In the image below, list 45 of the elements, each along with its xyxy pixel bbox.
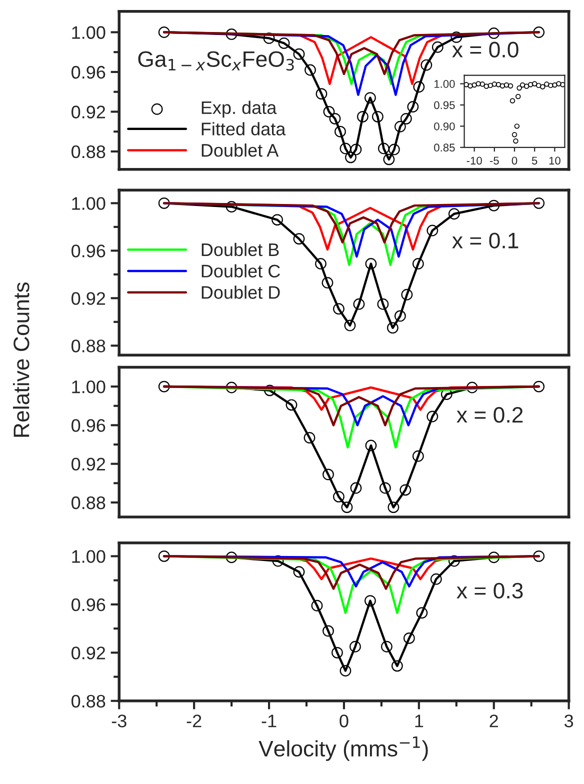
- y-tick-label: 1.00: [72, 550, 106, 563]
- x-tick-label: 0: [512, 156, 518, 165]
- annotation: x = 0.3: [456, 582, 523, 599]
- y-tick-label: 0.88: [72, 145, 106, 158]
- y-tick-label: 0.88: [72, 496, 106, 510]
- y-tick-label: 0.96: [72, 419, 106, 432]
- legend-label: Doublet A: [202, 143, 279, 157]
- annotation: Ga$_{1−x}$Sc$_{x}$FeO$_{3}$: [138, 51, 294, 71]
- x-axis-title: Velocity (mms$^{−1}$): [258, 736, 428, 761]
- y-tick-label: 0.95: [434, 101, 455, 110]
- y-tick-label: 1.00: [72, 197, 106, 210]
- annotation: x = 0.0: [452, 42, 518, 58]
- x-tick-label: -1: [262, 714, 276, 728]
- y-tick-label: 1.00: [434, 80, 455, 88]
- y-tick-label: 0.96: [72, 598, 106, 612]
- x-tick-label: -5: [490, 156, 499, 165]
- y-tick-label: 0.88: [72, 694, 106, 708]
- annotation: x = 0.2: [456, 406, 523, 423]
- x-tick-label: 10: [549, 156, 560, 165]
- y-tick-label: 1.00: [72, 380, 106, 394]
- y-tick-label: 0.88: [72, 340, 106, 352]
- y-tick-label: 0.90: [434, 122, 455, 130]
- x-tick-label: 2: [490, 714, 498, 728]
- y-tick-label: 0.96: [72, 66, 106, 79]
- x-tick-label: 3: [564, 714, 574, 728]
- y-tick-label: 0.92: [72, 458, 106, 471]
- x-tick-label: 5: [532, 156, 538, 165]
- y-tick-label: 0.92: [72, 106, 106, 118]
- y-tick-label: 0.96: [72, 244, 106, 258]
- y-tick-label: 0.92: [72, 646, 106, 660]
- y-tick-label: 0.92: [72, 292, 106, 305]
- legend-label: Doublet C: [202, 264, 280, 278]
- text: Doublet B: [202, 242, 279, 256]
- x-tick-label: 0: [340, 714, 348, 728]
- y-axis-title: Relative Counts: [12, 282, 30, 437]
- legend-label: Doublet D: [202, 286, 280, 299]
- x-tick-label: -3: [112, 714, 126, 728]
- legend-label: Exp. data: [202, 100, 277, 118]
- legend-label: Fitted data: [202, 122, 286, 136]
- annotation: x = 0.1: [452, 232, 518, 248]
- x-tick-label: -10: [466, 156, 482, 165]
- y-tick-label: 0.85: [434, 144, 455, 152]
- x-tick-label: 1: [415, 714, 424, 728]
- y-tick-label: 1.00: [72, 26, 106, 39]
- x-tick-label: -2: [186, 714, 202, 728]
